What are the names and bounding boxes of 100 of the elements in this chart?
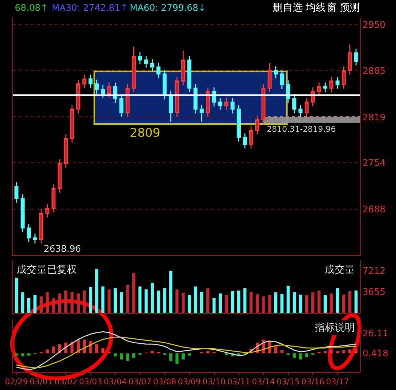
- x-tick-label: 03/16: [302, 378, 325, 387]
- bar: [354, 348, 358, 354]
- bar: [163, 288, 166, 313]
- bar: [299, 354, 302, 360]
- bar: [237, 290, 241, 313]
- bar: [120, 292, 124, 313]
- bar: [280, 350, 284, 354]
- annotation: 成交量已复权: [17, 264, 77, 276]
- candlestick: [39, 208, 44, 244]
- y-tick-label: 2885: [362, 66, 386, 77]
- text: 删自选: [273, 2, 303, 14]
- y-tick-label: 2688: [362, 205, 386, 216]
- bar: [114, 288, 118, 313]
- candlestick: [181, 50, 186, 86]
- bar: [46, 292, 50, 313]
- bar: [244, 288, 247, 313]
- candlestick: [94, 79, 99, 94]
- bar: [15, 278, 18, 313]
- candlestick: [175, 76, 180, 118]
- bar: [102, 348, 105, 354]
- candlestick: [200, 104, 204, 123]
- bar: [348, 350, 352, 354]
- bar: [280, 294, 284, 313]
- annotation: 2638.96: [44, 245, 82, 255]
- candlestick: [224, 98, 229, 111]
- candlestick: [27, 224, 32, 243]
- bar: [348, 291, 352, 313]
- band-label: 2809: [130, 126, 161, 140]
- candlestick: [76, 79, 80, 114]
- text: 均线: [305, 2, 326, 14]
- candlestick: [262, 84, 266, 125]
- bar: [114, 354, 118, 357]
- bar: [95, 344, 99, 354]
- bar: [324, 295, 327, 313]
- x-tick-label: 03/07: [128, 378, 152, 387]
- y-tick-label: 2950: [362, 21, 386, 32]
- bar: [21, 354, 24, 357]
- x-tick-label: 03/02: [54, 378, 78, 387]
- candlestick: [255, 115, 260, 136]
- candlestick: [14, 182, 19, 204]
- bar: [231, 291, 234, 313]
- bar: [305, 295, 308, 313]
- bar: [206, 288, 210, 313]
- x-tick-label: 03/08: [153, 378, 176, 387]
- band-label: 2810.31-2819.96: [267, 125, 336, 134]
- bar: [176, 290, 179, 313]
- candlestick: [323, 82, 328, 94]
- candlestick: [317, 82, 322, 97]
- candlestick: [33, 233, 38, 244]
- candlestick: [249, 126, 254, 150]
- text: 68.08↑: [15, 4, 48, 14]
- candlestick: [150, 58, 155, 72]
- y-tick-label: 2754: [362, 159, 386, 170]
- candlestick: [268, 62, 272, 94]
- bar: [120, 354, 124, 360]
- candlestick: [107, 82, 112, 99]
- bar: [256, 294, 260, 313]
- candlestick: [330, 76, 334, 94]
- candlestick: [236, 104, 241, 142]
- annotation: 指标说明: [314, 322, 355, 334]
- bar: [293, 354, 296, 358]
- bar: [52, 346, 56, 354]
- bar: [102, 286, 105, 313]
- bar: [194, 286, 198, 313]
- candlestick: [132, 46, 136, 94]
- x-tick-label: 03/04: [104, 378, 128, 387]
- bar: [40, 296, 43, 313]
- candlestick: [336, 76, 340, 90]
- bar: [182, 354, 185, 360]
- bar: [188, 295, 192, 313]
- candlestick: [274, 66, 278, 79]
- candlestick: [286, 80, 290, 104]
- bar: [330, 350, 334, 354]
- candlestick: [298, 104, 303, 118]
- bar: [286, 286, 290, 313]
- bar: [354, 290, 358, 313]
- bar: [52, 298, 56, 313]
- bar: [89, 287, 92, 313]
- candlestick: [304, 98, 309, 118]
- candlestick: [206, 87, 210, 118]
- candlestick: [162, 70, 167, 100]
- y-tick-label: 0.418: [362, 349, 389, 360]
- bar: [126, 354, 130, 362]
- candlestick: [138, 52, 142, 65]
- line-series: [16, 336, 357, 369]
- x-tick-label: 03/03: [79, 378, 102, 387]
- y-tick-label: 7212: [362, 267, 386, 278]
- candlestick: [144, 55, 148, 68]
- x-tick-label: 03/01: [30, 378, 53, 387]
- candlestick: [126, 84, 130, 118]
- bar: [138, 286, 142, 313]
- y-tick-label: 26.11: [362, 330, 389, 340]
- x-tick-label: 03/15: [276, 378, 300, 387]
- bar: [157, 290, 160, 313]
- bar: [83, 340, 86, 354]
- candlestick: [20, 194, 25, 233]
- y-tick-label: 3655: [362, 288, 386, 298]
- bar: [28, 298, 31, 313]
- y-tick-label: 2819: [362, 113, 386, 124]
- x-tick-label: 03/14: [252, 378, 276, 387]
